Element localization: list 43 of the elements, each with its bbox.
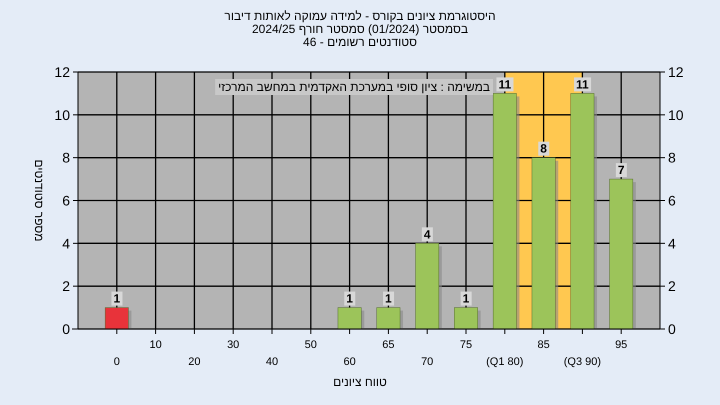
text: סטודנטים רשומים - 46 <box>303 35 417 49</box>
y-tick-label: 0 <box>62 321 70 337</box>
y-tick-label: 4 <box>62 235 70 252</box>
x-tick-label: 10 <box>149 339 162 351</box>
x-tick-label: 95 <box>615 339 628 351</box>
chart-title: היסטוגרמת ציונים בקורס - למידה עמוקה לאותות דיבור <box>224 9 496 23</box>
data-label: 11 <box>498 77 512 92</box>
y-tick-label: 12 <box>54 64 70 80</box>
data-label: 8 <box>540 142 548 156</box>
x-tick-label: 50 <box>304 339 317 351</box>
data-label: 1 <box>462 292 470 306</box>
x-tick-label: 75 <box>460 339 472 351</box>
x-tick-label: 0 <box>114 356 120 368</box>
data-label: 7 <box>618 163 625 178</box>
y2-tick-label: 12 <box>668 64 684 80</box>
x-axis-title: טווח ציונים <box>333 375 388 389</box>
x-tick-label: 65 <box>382 339 395 351</box>
annotation: במשימה : ציון סופי במערכת האקדמית במחשב המרכזי <box>218 80 490 94</box>
data-label: 1 <box>113 292 120 306</box>
y2-tick-label: 0 <box>668 321 676 337</box>
x-tick-label: 70 <box>421 356 434 368</box>
data-label: 1 <box>346 292 354 306</box>
y-tick-label: 2 <box>62 278 70 294</box>
x-tick-label: 40 <box>266 356 278 368</box>
x-tick-label: 60 <box>343 356 356 368</box>
x-tick-label: (Q1 80) <box>486 356 524 368</box>
x-tick-label: 30 <box>227 339 240 351</box>
y2-tick-label: 2 <box>668 278 676 294</box>
y-axis-title: מספר סטודנטים <box>32 159 46 242</box>
y2-tick-label: 8 <box>668 150 676 166</box>
y-tick-label: 6 <box>62 192 70 208</box>
x-tick-label: (Q3 90) <box>564 356 602 368</box>
data-label: 11 <box>576 77 590 92</box>
x-tick-label: 20 <box>188 356 201 368</box>
y2-tick-label: 4 <box>668 235 676 252</box>
text: בסמסטר (01/2024) סמסטר חורף 2024/25 <box>252 22 468 36</box>
y2-tick-label: 10 <box>668 106 684 123</box>
y-tick-label: 10 <box>54 106 70 123</box>
data-label: 4 <box>424 227 431 242</box>
x-tick-label: 85 <box>537 339 550 351</box>
y-tick-label: 8 <box>62 150 70 166</box>
data-label: 1 <box>385 292 392 306</box>
y2-tick-label: 6 <box>668 192 676 208</box>
